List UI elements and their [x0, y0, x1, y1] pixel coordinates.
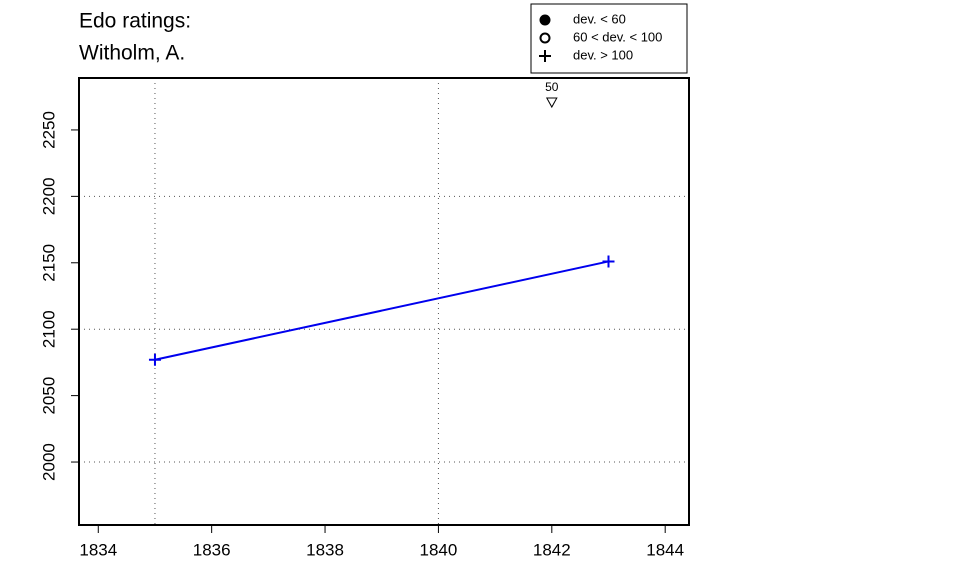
legend-symbol: [539, 14, 551, 26]
y-tick-label: 2250: [39, 111, 58, 149]
y-tick-label: 2050: [39, 377, 58, 415]
x-tick-label: 1840: [420, 540, 458, 559]
point: [602, 255, 615, 268]
x-tick-label: 1834: [79, 540, 117, 559]
legend-symbol: [539, 50, 551, 62]
y-tick-label: 2100: [39, 310, 58, 348]
legend-symbol: [539, 32, 551, 44]
plot-frame: [78, 77, 690, 526]
x-tick-label: 1836: [193, 540, 231, 559]
y-tick-label: 2200: [39, 177, 58, 215]
legend-label: dev. > 100: [573, 47, 633, 62]
x-tick-label: 1842: [533, 540, 571, 559]
title-line: Witholm, A.: [79, 42, 185, 65]
annotation-label: 50: [545, 80, 559, 94]
legend-label: 60 < dev. < 100: [573, 29, 662, 44]
legend-box: [530, 3, 688, 74]
title-line: Edo ratings:: [79, 10, 191, 33]
y-tick-label: 2150: [39, 244, 58, 282]
y-tick-label: 2000: [39, 443, 58, 481]
x-tick-label: 1844: [646, 540, 684, 559]
x-tick-label: 1838: [306, 540, 344, 559]
annotation-marker: [545, 97, 558, 109]
legend-label: dev. < 60: [573, 11, 626, 26]
point: [148, 353, 161, 366]
line: [154, 260, 609, 361]
